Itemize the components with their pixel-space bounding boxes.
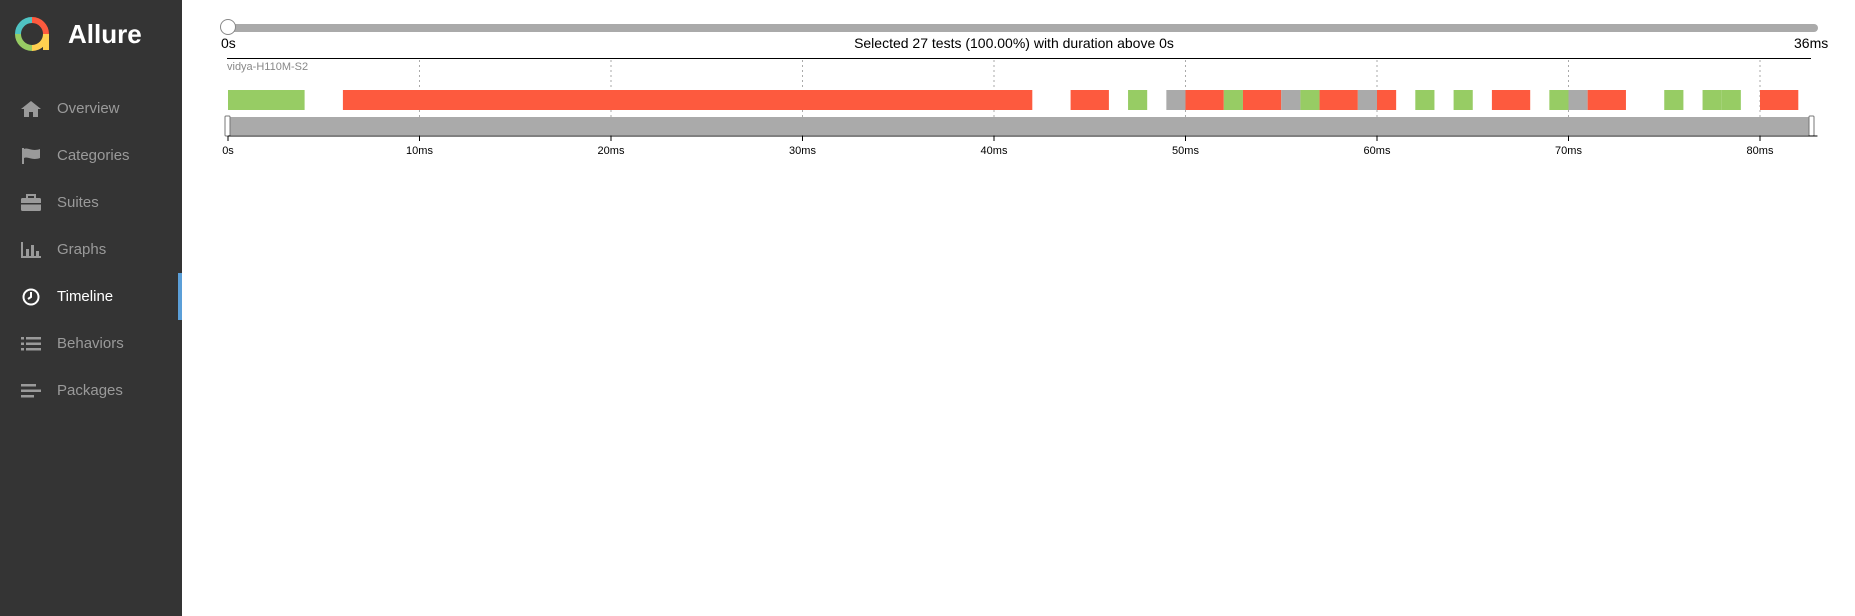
sidebar-item-label: Timeline	[57, 288, 114, 305]
timeline-axis-tick-label: 20ms	[598, 145, 625, 157]
brand-name: Allure	[68, 18, 142, 49]
timeline-brush-handle-left[interactable]	[224, 115, 231, 137]
duration-filter-track[interactable]	[225, 24, 1818, 32]
duration-filter-summary: Selected 27 tests (100.00%) with duratio…	[854, 35, 1174, 51]
clock-icon	[18, 286, 44, 308]
timeline-axis-tick-label: 80ms	[1747, 145, 1774, 157]
timeline-test-bar-passed[interactable]	[1415, 90, 1435, 110]
timeline-panel: 0s Selected 27 tests (100.00%) with dura…	[182, 0, 1855, 616]
timeline-test-bar-passed[interactable]	[1721, 90, 1741, 110]
timeline-test-bar-failed[interactable]	[1319, 90, 1358, 110]
align-left-icon	[18, 380, 44, 402]
timeline-test-bar-failed[interactable]	[1377, 90, 1397, 110]
host-group-divider	[227, 58, 1811, 59]
sidebar-item-label: Overview	[57, 100, 120, 117]
timeline-test-bar-skipped[interactable]	[1166, 90, 1186, 110]
timeline-test-bar-failed[interactable]	[342, 90, 1033, 110]
timeline-axis: 0s 10ms 20ms 30ms 40ms 50ms 60ms 70ms 80ms	[222, 135, 1818, 157]
timeline-axis-tick-label: 40ms	[981, 145, 1008, 157]
brand[interactable]: Allure	[14, 14, 142, 54]
timeline-test-bar-failed[interactable]	[1760, 90, 1799, 110]
timeline-test-bar-skipped[interactable]	[1281, 90, 1301, 110]
timeline-brush-selection[interactable]	[228, 117, 1812, 135]
timeline-axis-tick-label: 10ms	[406, 145, 433, 157]
host-label: vidya-H110M-S2	[227, 61, 309, 73]
timeline-axis-tick-label: 30ms	[789, 145, 816, 157]
timeline-axis-tick-label: 50ms	[1172, 145, 1199, 157]
sidebar-item-graphs[interactable]: Graphs	[0, 226, 182, 273]
sidebar-item-label: Graphs	[57, 241, 107, 258]
timeline-test-bar-failed[interactable]	[1070, 90, 1109, 110]
sidebar-item-behaviors[interactable]: Behaviors	[0, 320, 182, 367]
sidebar-item-packages[interactable]: Packages	[0, 367, 182, 414]
duration-filter-min-label: 0s	[221, 35, 236, 51]
timeline-test-bar-passed[interactable]	[1664, 90, 1684, 110]
timeline-axis-tick-label: 60ms	[1364, 145, 1391, 157]
sidebar-item-label: Suites	[57, 194, 99, 211]
timeline-test-bar-passed[interactable]	[1300, 90, 1320, 110]
timeline-test-bar-skipped[interactable]	[1568, 90, 1588, 110]
timeline-test-bar-failed[interactable]	[1491, 90, 1531, 110]
duration-filter-max-label: 36ms	[1794, 35, 1829, 51]
timeline-test-bar-passed[interactable]	[1453, 90, 1473, 110]
sidebar-item-overview[interactable]: Overview	[0, 85, 182, 132]
sidebar-item-categories[interactable]: Categories	[0, 132, 182, 179]
timeline-chart: 0s 10ms 20ms 30ms 40ms 50ms 60ms 70ms 80ms	[222, 60, 1818, 157]
duration-filter-handle[interactable]	[220, 19, 236, 35]
briefcase-icon	[18, 192, 44, 214]
flag-icon	[18, 145, 44, 167]
sidebar-item-label: Packages	[57, 382, 123, 399]
sidebar: Allure Overview Categories Suites Graphs	[0, 0, 182, 616]
timeline-test-bar-failed[interactable]	[1242, 90, 1282, 110]
sidebar-nav: Overview Categories Suites Graphs Timeli…	[0, 85, 182, 414]
timeline-test-bar-passed[interactable]	[1128, 90, 1148, 110]
sidebar-item-timeline[interactable]: Timeline	[0, 273, 182, 320]
timeline-test-bar-skipped[interactable]	[1357, 90, 1377, 110]
home-icon	[18, 98, 44, 120]
timeline-brush	[224, 115, 1815, 137]
timeline-bars	[228, 90, 1799, 110]
timeline-test-bar-passed[interactable]	[1223, 90, 1243, 110]
sidebar-item-label: Categories	[57, 147, 130, 164]
timeline-test-bar-failed[interactable]	[1185, 90, 1224, 110]
timeline-test-bar-passed[interactable]	[1702, 90, 1722, 110]
timeline-test-bar-passed[interactable]	[228, 90, 305, 110]
list-icon	[18, 333, 44, 355]
sidebar-item-suites[interactable]: Suites	[0, 179, 182, 226]
allure-logo-icon	[15, 17, 49, 51]
timeline-axis-tick-label: 0s	[222, 145, 234, 157]
bar-chart-icon	[18, 239, 44, 261]
timeline-test-bar-failed[interactable]	[1587, 90, 1626, 110]
timeline-brush-handle-right[interactable]	[1808, 115, 1815, 137]
timeline-axis-tick-label: 70ms	[1555, 145, 1582, 157]
sidebar-item-label: Behaviors	[57, 335, 124, 352]
timeline-test-bar-passed[interactable]	[1549, 90, 1569, 110]
